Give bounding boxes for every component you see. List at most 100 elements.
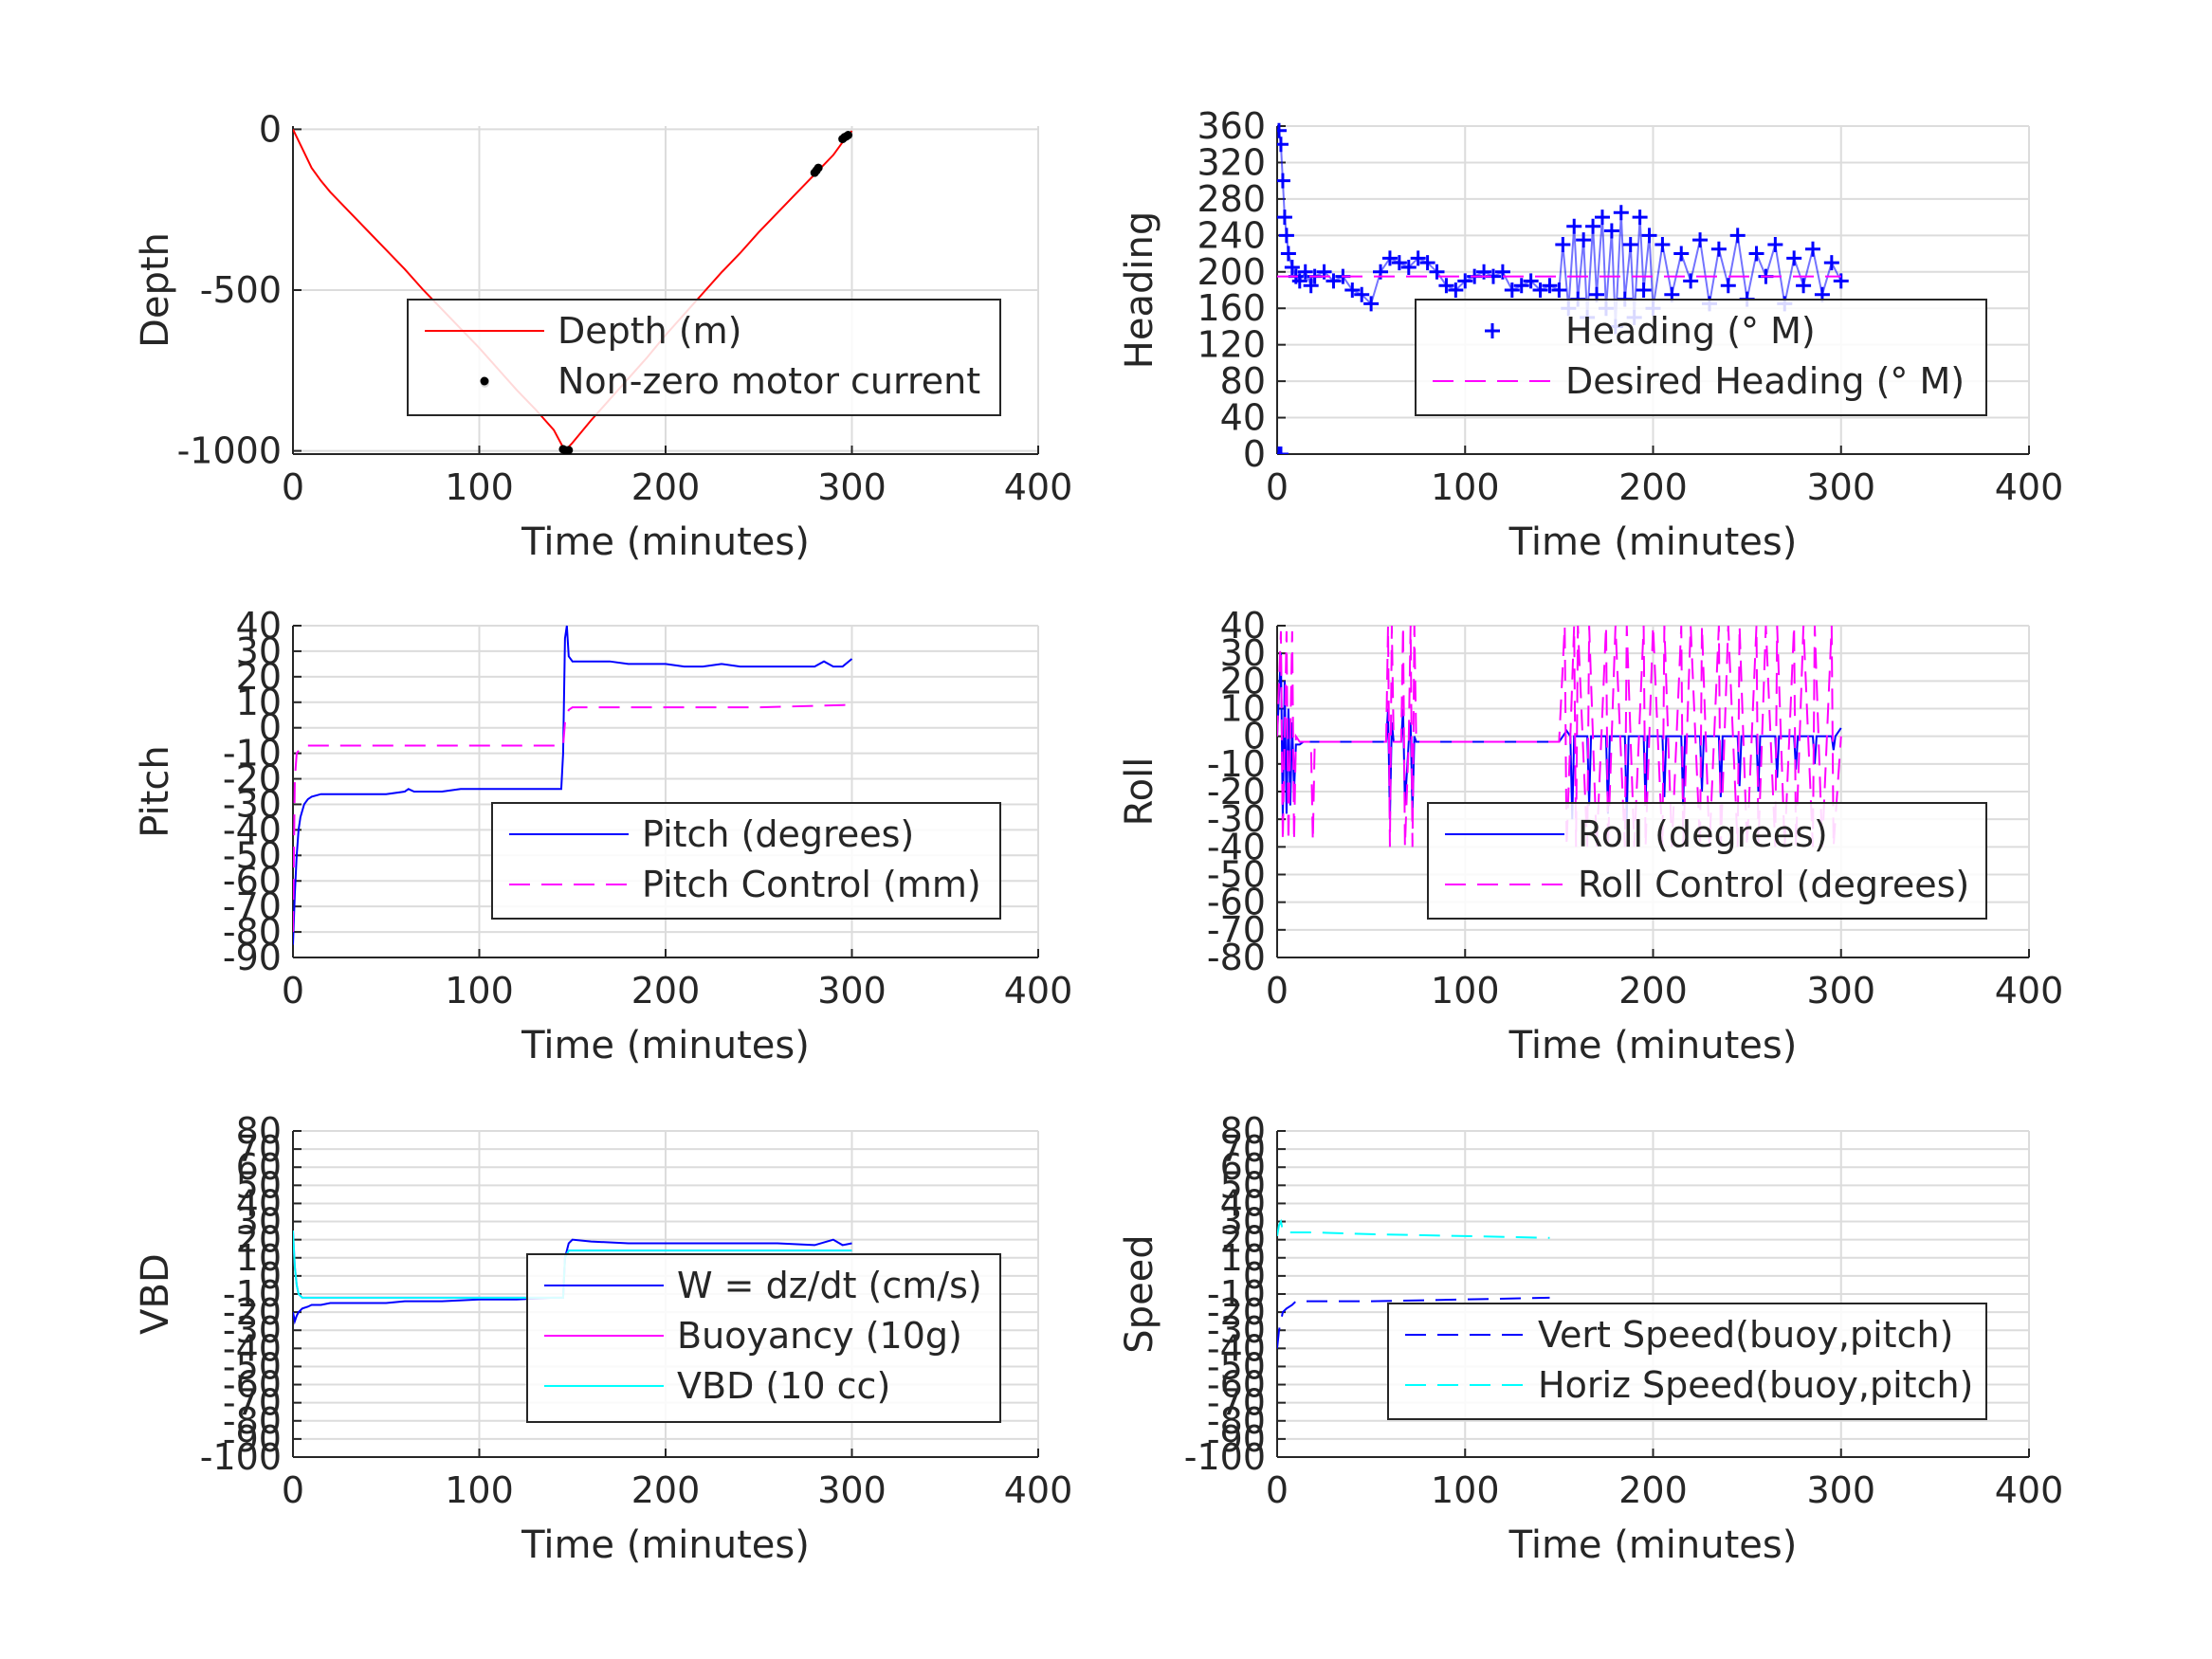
legend-label: Desired Heading (° M) — [1565, 360, 1965, 402]
y-tick-label: -50 — [1207, 854, 1266, 896]
x-axis-label: Time (minutes) — [521, 1024, 810, 1067]
x-tick-label: 400 — [1995, 466, 2064, 508]
y-tick-label: 40 — [1220, 1182, 1266, 1224]
y-tick-label: -20 — [223, 1291, 282, 1333]
data-point — [1277, 447, 1287, 454]
y-tick-label: 0 — [1243, 433, 1266, 475]
legend-label: Vert Speed(buoy,pitch) — [1538, 1314, 1953, 1356]
y-tick-label: -10 — [1207, 743, 1266, 785]
x-tick-label: 0 — [282, 466, 304, 508]
y-tick-label: 80 — [236, 1110, 282, 1152]
x-tick-label: 300 — [1806, 1469, 1875, 1511]
y-tick-label: -20 — [1207, 771, 1266, 812]
data-point — [1622, 236, 1638, 252]
x-tick-label: 100 — [1431, 1469, 1500, 1511]
legend-label: VBD (10 cc) — [677, 1365, 890, 1407]
x-axis-label: Time (minutes) — [521, 1523, 810, 1567]
y-tick-label: -100 — [200, 1436, 282, 1478]
series-line — [293, 703, 852, 933]
data-point — [1400, 259, 1417, 275]
series-line — [1277, 130, 1842, 327]
x-tick-label: 100 — [445, 970, 514, 1012]
y-tick-label: 50 — [236, 1164, 282, 1206]
data-point — [1410, 250, 1426, 266]
legend-label: Roll Control (degrees) — [1578, 864, 1969, 905]
y-tick-label: 320 — [1197, 141, 1266, 183]
y-tick-label: 20 — [236, 1219, 282, 1261]
y-tick-label: -70 — [1207, 1382, 1266, 1424]
legend-label: Heading (° M) — [1565, 310, 1816, 352]
data-point — [1303, 278, 1319, 294]
y-tick-label: 0 — [259, 1255, 282, 1297]
x-tick-label: 400 — [1995, 1469, 2064, 1511]
data-point — [1641, 228, 1657, 244]
data-point — [1551, 283, 1567, 298]
series-line — [293, 1231, 852, 1299]
plot-area — [293, 128, 853, 454]
plot-area — [1277, 1218, 1550, 1349]
data-point — [1278, 228, 1294, 244]
y-axis-label: Speed — [1118, 1234, 1161, 1353]
legend-label: Non-zero motor current — [558, 360, 980, 402]
x-tick-label: 200 — [1618, 1469, 1688, 1511]
data-point — [1504, 283, 1520, 298]
data-point — [1277, 122, 1287, 138]
plot-area — [293, 1231, 852, 1325]
y-tick-label: 30 — [1220, 632, 1266, 674]
x-tick-label: 100 — [1431, 970, 1500, 1012]
y-tick-label: -30 — [223, 1309, 282, 1351]
chart-depth: 0 100 200 300 400 0 -500 -1000 Time (minutes) Dep… — [134, 108, 1072, 564]
data-point — [844, 130, 853, 139]
y-tick-label: -70 — [1207, 909, 1266, 951]
y-tick-label: -60 — [1207, 882, 1266, 923]
legend-label: W = dz/dt (cm/s) — [677, 1265, 982, 1306]
series-line — [293, 625, 853, 945]
data-point — [1566, 218, 1582, 234]
x-tick-label: 100 — [445, 466, 514, 508]
y-tick-label: -10 — [223, 733, 282, 775]
y-tick-label: 20 — [236, 656, 282, 698]
y-tick-label: -50 — [1207, 1345, 1266, 1387]
y-tick-label: -10 — [223, 1273, 282, 1315]
data-point — [1542, 278, 1558, 294]
data-point — [1720, 278, 1736, 294]
y-axis-label: Pitch — [134, 745, 177, 837]
y-tick-label: 10 — [236, 682, 282, 723]
legend: W = dz/dt (cm/s) Buoyancy (10g) VBD (10 cc… — [526, 1253, 1001, 1423]
data-point — [1284, 259, 1300, 275]
x-axis-label: Time (minutes) — [1508, 1024, 1798, 1067]
data-point — [1429, 264, 1445, 280]
y-tick-label: -80 — [1207, 1400, 1266, 1442]
y-tick-label: -80 — [223, 1400, 282, 1442]
y-tick-label: 20 — [1220, 660, 1266, 702]
legend-box — [1427, 802, 1987, 920]
legend-label: Horiz Speed(buoy,pitch) — [1538, 1364, 1973, 1406]
x-axis-label: Time (minutes) — [1508, 520, 1798, 564]
y-axis-label: Depth — [134, 232, 177, 348]
y-tick-label: -60 — [223, 1364, 282, 1406]
y-tick-label: 60 — [1220, 1146, 1266, 1188]
y-tick-label: -50 — [223, 834, 282, 876]
data-point — [1654, 236, 1671, 252]
legend-label: Pitch (degrees) — [642, 813, 914, 855]
legend: Heading (° M) Desired Heading (° M) — [1415, 299, 1987, 416]
y-tick-label: 30 — [236, 1201, 282, 1243]
data-point — [1523, 273, 1539, 289]
y-tick-label: 120 — [1197, 324, 1266, 366]
y-tick-label: -80 — [223, 911, 282, 953]
data-point — [1823, 255, 1839, 271]
y-tick-label: 20 — [1220, 1219, 1266, 1261]
data-point — [1494, 264, 1510, 280]
legend-label: Roll (degrees) — [1578, 813, 1828, 855]
legend: Depth (m) Non-zero motor current — [407, 299, 1001, 416]
data-point — [1381, 250, 1398, 266]
y-tick-label: -50 — [223, 1345, 282, 1387]
series-line — [1277, 1218, 1550, 1239]
x-tick-label: 400 — [1004, 1469, 1073, 1511]
legend-label: Depth (m) — [558, 310, 742, 352]
data-point — [814, 163, 823, 173]
data-point — [1448, 283, 1464, 298]
y-tick-label: 40 — [1220, 605, 1266, 647]
y-tick-label: -70 — [223, 885, 282, 927]
y-tick-label: -80 — [1207, 937, 1266, 978]
